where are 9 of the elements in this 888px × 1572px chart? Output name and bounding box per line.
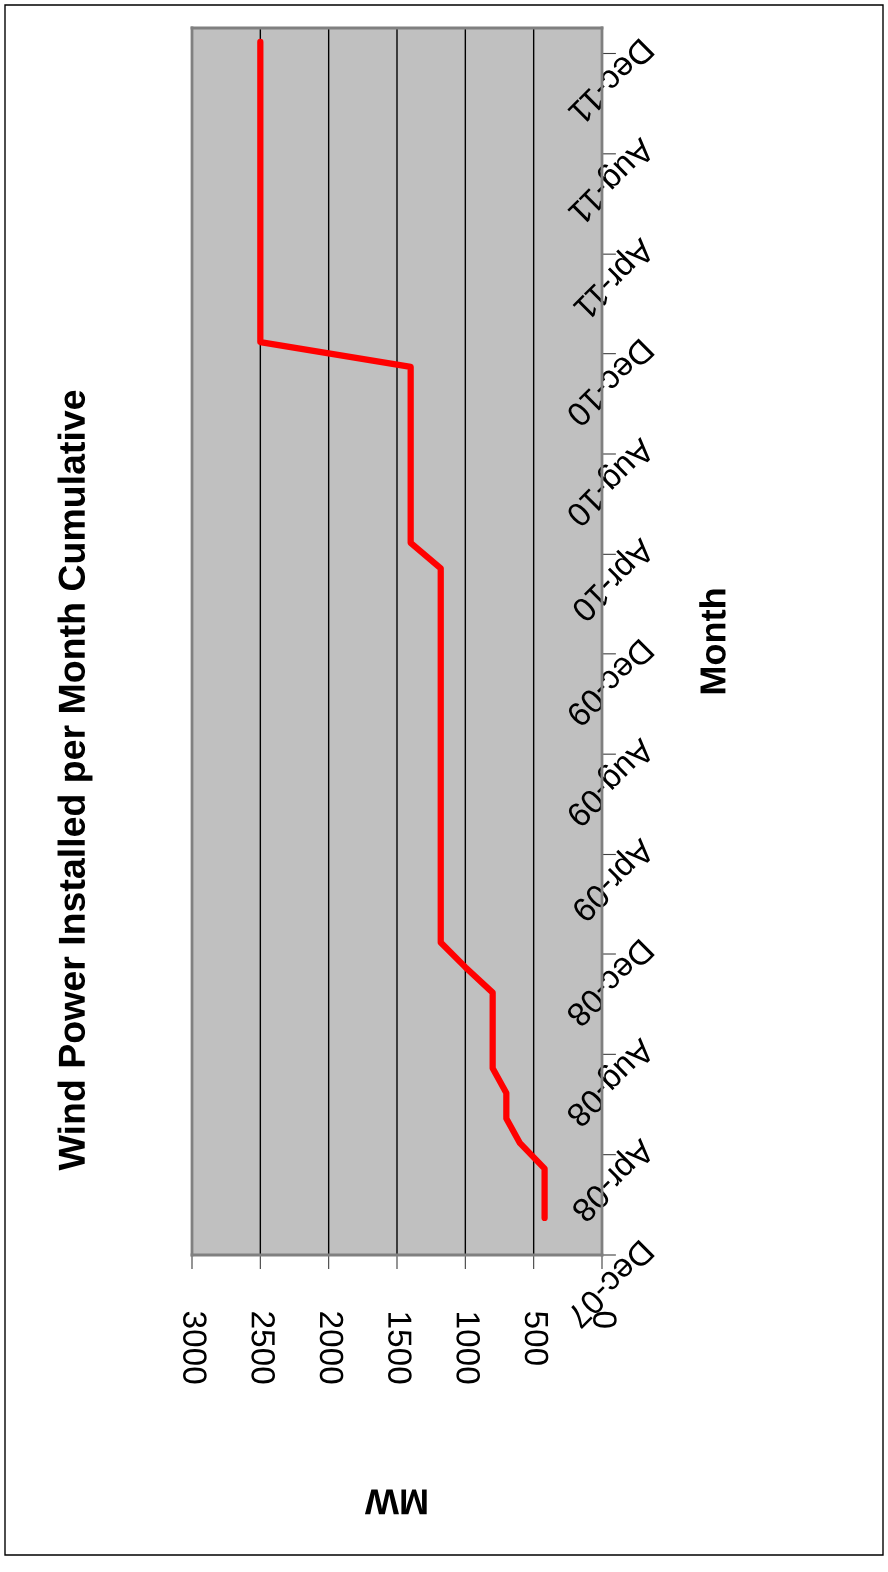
text: Wind Power Installed per Month Cumulative [57,390,93,1171]
x-tick-label: 3000 [183,1311,207,1384]
x-tick-label: 2000 [319,1312,344,1384]
x-tick-label: 2500 [251,1312,275,1384]
x-axis-title: MW [364,1489,427,1515]
x-tick-label: 1000 [456,1313,480,1384]
y-axis-title: Month [699,589,726,694]
x-tick-label: 1500 [388,1313,412,1384]
x-tick-label: 500 [524,1311,549,1365]
